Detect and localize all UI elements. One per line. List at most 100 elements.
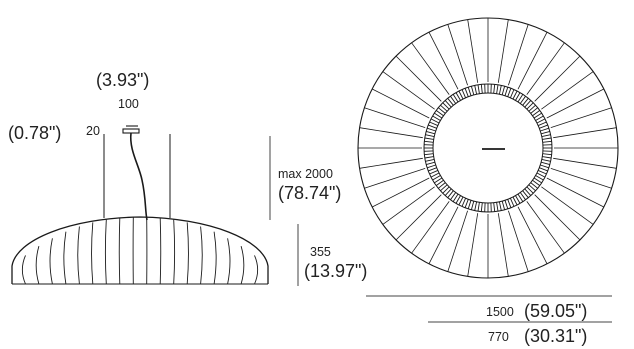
inner-ring-tick bbox=[532, 179, 541, 186]
canopy-height-inches: (0.78") bbox=[8, 123, 62, 143]
power-cable bbox=[129, 132, 148, 221]
inner-ring-tick bbox=[470, 86, 475, 96]
inner-ring-tick bbox=[434, 177, 443, 184]
shade-height-mm: 355 bbox=[310, 245, 331, 259]
outer-spoke bbox=[428, 32, 459, 90]
inner-ring-tick bbox=[440, 104, 448, 112]
outer-spoke bbox=[447, 24, 468, 86]
shade-rib bbox=[213, 231, 217, 285]
inner-ring-tick bbox=[533, 112, 542, 119]
inner-ring-tick bbox=[519, 95, 526, 104]
outer-spokes bbox=[358, 18, 618, 278]
outer-diameter-mm: 1500 bbox=[486, 305, 514, 319]
inner-ring-tick bbox=[424, 153, 434, 156]
outer-spoke bbox=[497, 19, 509, 83]
inner-ring-tick bbox=[474, 85, 478, 95]
inner-ring-tick bbox=[493, 84, 496, 94]
inner-ring-tick bbox=[432, 175, 441, 181]
inner-ring-tick bbox=[509, 198, 515, 207]
outer-spoke bbox=[447, 210, 468, 272]
inner-ring-tick bbox=[542, 137, 552, 140]
outer-spoke bbox=[411, 201, 450, 254]
outer-spoke bbox=[508, 24, 529, 86]
inner-ring-tick bbox=[425, 158, 435, 162]
shade-rib bbox=[186, 222, 189, 285]
inner-ring-tick bbox=[424, 156, 434, 159]
shade-rib bbox=[159, 217, 162, 285]
shade-rib bbox=[21, 255, 26, 285]
outer-spoke bbox=[534, 194, 581, 241]
outer-spoke bbox=[467, 19, 479, 83]
inner-ring-tick bbox=[467, 200, 472, 210]
shade-rib bbox=[227, 238, 231, 285]
inner-ring-tick bbox=[515, 195, 521, 204]
inner-ring-tick bbox=[435, 110, 444, 117]
inner-ring-tick bbox=[507, 199, 512, 208]
outer-spoke bbox=[467, 213, 479, 277]
inner-ring-tick bbox=[455, 92, 461, 101]
inner-ring-tick bbox=[541, 134, 551, 138]
shade-rib bbox=[118, 217, 121, 285]
outer-spoke bbox=[364, 168, 426, 189]
outer-spoke bbox=[546, 88, 604, 119]
shade-rib bbox=[240, 245, 245, 285]
inner-ring-tick bbox=[435, 179, 444, 186]
inner-ring-tick bbox=[477, 202, 480, 212]
shade-rib bbox=[35, 245, 40, 285]
shade-height-inches: (13.97") bbox=[304, 261, 368, 281]
inner-ring-tick bbox=[496, 202, 499, 212]
inner-ring-tick bbox=[542, 153, 552, 156]
inner-ring-tick bbox=[522, 98, 529, 106]
inner-ring-tick bbox=[480, 84, 483, 94]
inner-ring-tick bbox=[464, 199, 469, 208]
top-view bbox=[357, 17, 619, 279]
inner-ring-tick bbox=[540, 127, 550, 132]
inner-ring-tick bbox=[528, 104, 536, 112]
inner-ring-tick bbox=[434, 112, 443, 119]
canopy-height-mm: 20 bbox=[86, 124, 100, 138]
inner-ring-tick bbox=[438, 182, 446, 189]
shade-rib bbox=[254, 255, 259, 285]
inner-ring-tick bbox=[458, 196, 464, 206]
inner-ring-tick bbox=[536, 172, 546, 178]
inner-ring-tick bbox=[424, 137, 434, 140]
inner-ring-inner-edge bbox=[432, 92, 544, 204]
outer-spoke bbox=[526, 42, 565, 95]
plan-dimension-lines bbox=[366, 295, 612, 323]
shade-outline bbox=[11, 216, 269, 284]
inner-ring-tick bbox=[509, 89, 515, 98]
inner-ring-tick bbox=[424, 140, 434, 143]
suspension-wires bbox=[103, 134, 171, 218]
inner-ring-tick bbox=[507, 88, 512, 97]
inner-ring-tick bbox=[447, 190, 454, 198]
inner-ring-tick bbox=[526, 102, 534, 110]
outer-spoke bbox=[395, 194, 442, 241]
inner-ring-tick bbox=[444, 100, 452, 108]
inner-ring-tick bbox=[442, 102, 450, 110]
inner-ring-tick bbox=[447, 98, 454, 106]
inner-ring-tick bbox=[501, 200, 506, 210]
inner-ring-tick bbox=[528, 184, 536, 192]
inner-ring-tick bbox=[444, 188, 452, 196]
inner-ring-tick bbox=[517, 193, 524, 202]
outer-spoke bbox=[359, 127, 423, 139]
inner-ring-tick bbox=[461, 198, 467, 207]
outer-spoke bbox=[428, 206, 459, 264]
inner-ring-tick bbox=[530, 182, 538, 189]
outer-spoke bbox=[546, 177, 604, 208]
inner-ring-tick bbox=[512, 196, 518, 206]
inner-ring-tick bbox=[517, 94, 524, 103]
canopy-width-mm: 100 bbox=[118, 97, 139, 111]
shade-rib bbox=[77, 226, 80, 285]
shade-rib bbox=[104, 219, 107, 285]
shade-rib bbox=[91, 222, 94, 285]
inner-ring-tick bbox=[428, 167, 437, 172]
inner-ring-tick bbox=[540, 161, 550, 166]
inner-ring-tick bbox=[450, 95, 457, 104]
inner-ring-tick bbox=[539, 167, 548, 172]
inner-ring-tick bbox=[426, 127, 436, 132]
outer-spoke bbox=[517, 32, 548, 90]
inner-ring-tick bbox=[425, 134, 435, 138]
inner-ring-tick bbox=[540, 130, 550, 135]
